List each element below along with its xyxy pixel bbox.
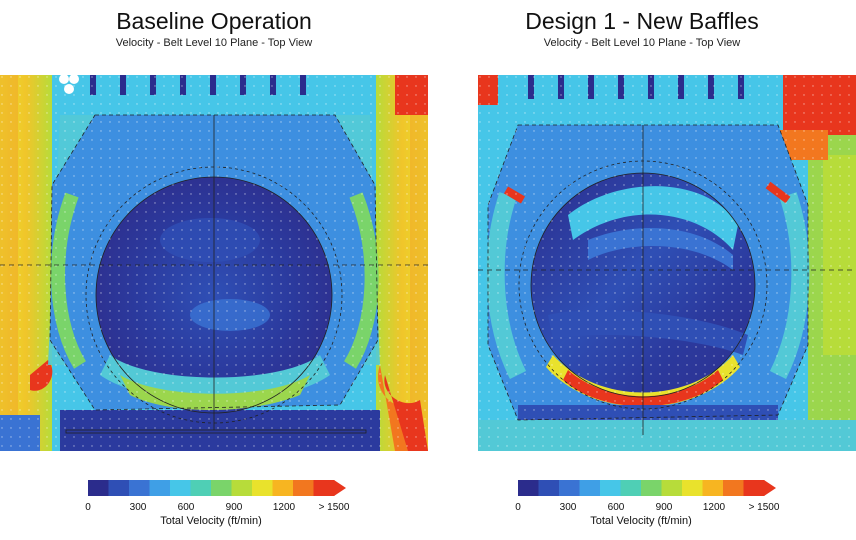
legend-overflow-arrow (334, 480, 346, 496)
legend-swatch (641, 480, 662, 496)
velocity-legend: 0 300 600 900 1200 > 1500 Total Velocity… (515, 478, 779, 527)
design1-panel: Design 1 - New Baffles Velocity - Belt L… (428, 0, 856, 540)
legend-swatch (252, 480, 273, 496)
legend-swatch (702, 480, 724, 496)
color-scale-bar (88, 480, 346, 496)
legend-swatch (190, 480, 212, 496)
legend-tick: 600 (607, 502, 625, 513)
legend-swatch (600, 480, 621, 496)
legend-swatch (579, 480, 601, 496)
legend-tick: 0 (515, 502, 521, 513)
legend-swatch (538, 480, 560, 496)
legend-tick: 900 (655, 502, 673, 513)
legend-swatch (149, 480, 171, 496)
legend-tick: 300 (129, 502, 147, 513)
legend-swatch (108, 480, 130, 496)
panel-subtitle: Velocity - Belt Level 10 Plane - Top Vie… (543, 37, 741, 49)
legend-tick: 300 (559, 502, 577, 513)
panel-subtitle: Velocity - Belt Level 10 Plane - Top Vie… (115, 37, 313, 49)
legend-tick: 1200 (702, 502, 726, 513)
legend-swatch (682, 480, 703, 496)
legend-swatch (518, 480, 539, 496)
legend-tick: 600 (177, 502, 195, 513)
legend-swatch (620, 480, 642, 496)
legend-tick: 0 (85, 502, 91, 513)
legend-swatch (313, 480, 335, 496)
panel-title: Baseline Operation (116, 8, 312, 34)
legend-tick: > 1500 (748, 502, 780, 513)
legend-overflow-arrow (764, 480, 776, 496)
baseline-panel: Baseline Operation Velocity - Belt Level… (0, 8, 428, 527)
legend-swatch (88, 480, 109, 496)
legend-swatch (231, 480, 253, 496)
panel-title: Design 1 - New Baffles (525, 8, 759, 34)
legend-swatch (661, 480, 683, 496)
legend-tick: 900 (225, 502, 243, 513)
legend-swatch (211, 480, 232, 496)
legend-tick: > 1500 (318, 502, 350, 513)
velocity-contour-plot (0, 75, 428, 451)
legend-title: Total Velocity (ft/min) (160, 515, 262, 527)
color-scale-bar (518, 480, 776, 496)
legend-swatch (743, 480, 765, 496)
legend-tick: 1200 (272, 502, 296, 513)
legend-swatch (129, 480, 150, 496)
velocity-contour-plot (478, 75, 856, 451)
legend-swatch (293, 480, 314, 496)
legend-title: Total Velocity (ft/min) (590, 515, 692, 527)
legend-swatch (723, 480, 744, 496)
velocity-legend: 0 300 600 900 1200 > 1500 Total Velocity… (85, 478, 349, 527)
legend-swatch (272, 480, 294, 496)
legend-swatch (559, 480, 580, 496)
legend-swatch (170, 480, 191, 496)
